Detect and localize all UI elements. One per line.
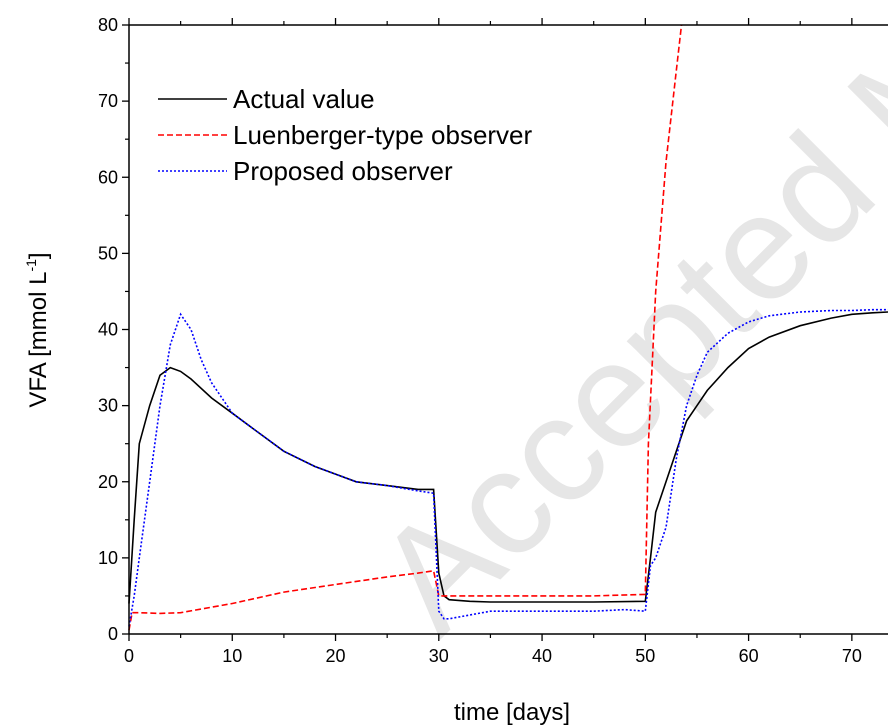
y-tick-label: 20 (98, 472, 118, 492)
y-axis-label-tail: ] (25, 252, 52, 259)
legend-label-3: Proposed observer (233, 156, 453, 186)
x-tick-label: 20 (326, 646, 346, 666)
y-tick-label: 30 (98, 396, 118, 416)
x-tick-label: 70 (842, 646, 862, 666)
watermark-text: Accepted Manuscript (344, 0, 888, 663)
x-tick-label: 30 (429, 646, 449, 666)
y-tick-label: 70 (98, 91, 118, 111)
x-tick-label: 40 (532, 646, 552, 666)
series-line-3 (128, 308, 888, 627)
plot-area (128, 24, 888, 631)
legend-label-1: Actual value (233, 84, 375, 114)
y-axis-label: VFA [mmol L-1] (23, 252, 52, 407)
y-tick-label: 50 (98, 243, 118, 263)
x-tick-label: 50 (635, 646, 655, 666)
y-tick-label: 40 (98, 320, 118, 340)
y-tick-label: 60 (98, 167, 118, 187)
x-tick-label: 10 (222, 646, 242, 666)
y-axis-label-main: VFA [mmol L (25, 272, 52, 408)
y-axis-label-sup: -1 (23, 259, 39, 272)
legend: Actual value Luenberger-type observer Prop… (158, 84, 533, 186)
y-tick-labels: 0 10 20 30 40 50 60 70 80 (98, 15, 118, 644)
y-tick-label: 80 (98, 15, 118, 35)
legend-label-2: Luenberger-type observer (233, 120, 533, 150)
x-tick-label: 0 (124, 646, 134, 666)
y-tick-label: 10 (98, 548, 118, 568)
series-line-2 (128, 24, 683, 631)
x-tick-labels: 0 10 20 30 40 50 60 70 (124, 646, 862, 666)
x-tick-label: 60 (739, 646, 759, 666)
y-tick-label: 0 (108, 624, 118, 644)
axes (122, 18, 888, 641)
x-axis-label: time [days] (454, 699, 570, 726)
series-line-1 (128, 311, 888, 604)
